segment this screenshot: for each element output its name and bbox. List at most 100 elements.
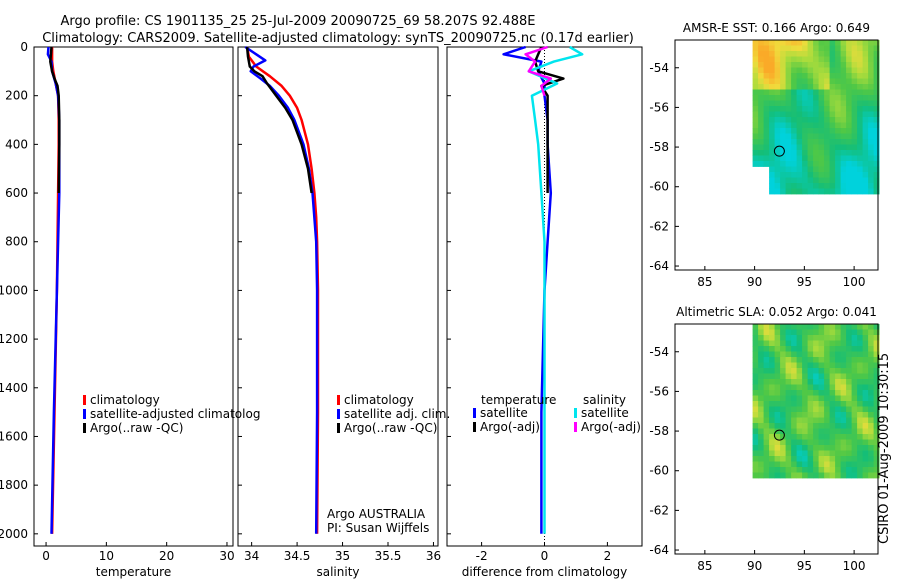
sst_map-cell (785, 128, 792, 134)
difference-legend-swatch (473, 408, 476, 418)
sst_map-cell (813, 84, 819, 90)
sst_map-cell (857, 73, 863, 79)
sst_map-cell (752, 62, 759, 68)
sst_map-cell (758, 56, 764, 63)
sst_map-cell (791, 128, 797, 134)
sst_map-cell (791, 122, 797, 129)
sla_map-cell (835, 395, 841, 402)
sla_map-cell (846, 423, 852, 429)
sst_map-cell (868, 128, 874, 134)
sla_map-cell (835, 373, 841, 380)
sst_map-cell (846, 161, 852, 167)
sla_map-cell (873, 461, 880, 468)
sst_map-cell (807, 188, 814, 195)
sst_map-cell (780, 78, 786, 85)
sla_map-cell (873, 428, 880, 435)
temperature-xtick-label: 20 (159, 549, 174, 563)
sla_map-cell (791, 434, 797, 440)
sst_map-cell (758, 84, 764, 90)
sla_map-cell (829, 406, 836, 413)
sla_map-cell (752, 373, 759, 380)
sla_map-cell (774, 373, 781, 380)
sst_map-cell (769, 56, 775, 63)
sla_map-cell (846, 401, 852, 407)
sst_map-cell (769, 133, 775, 140)
sla_map-cell (851, 467, 858, 473)
sla_map-cell (813, 335, 819, 341)
salinity-legend-label: Argo(..raw -QC) (344, 421, 437, 435)
sst_map-cell (818, 155, 825, 162)
sla_map-cell (857, 368, 863, 374)
difference-xtick-label: 0 (541, 549, 549, 563)
sla_map-cell (774, 324, 781, 330)
sla_map-cell (780, 351, 786, 358)
sla_map-cell (829, 390, 836, 396)
sla_map-cell (802, 384, 808, 391)
sla_map-cell (829, 428, 836, 435)
sst_map-cell (824, 150, 830, 156)
sla_map-cell (807, 357, 814, 363)
sst_map-cell (873, 117, 880, 123)
sla_map-cell (758, 373, 764, 380)
sla_map-cell (791, 346, 797, 352)
sla_map-cell (868, 467, 874, 473)
sst_map-cell (857, 89, 863, 96)
sla_map-cell (835, 456, 841, 462)
sst_map-cell (813, 128, 819, 134)
sst_map-cell (851, 40, 858, 46)
sst_map-cell (846, 84, 852, 90)
sla_map-cell (846, 439, 852, 446)
sla_map-cell (780, 412, 786, 418)
sla_map-cell (758, 340, 764, 347)
sla_map-cell (769, 324, 775, 330)
sst_map-cell (780, 117, 786, 123)
sst_map-cell (873, 62, 880, 68)
sla_map-cell (851, 417, 858, 424)
sla_map-cell (840, 417, 847, 424)
sst_map-cell (802, 45, 808, 52)
sst_map-cell (769, 177, 775, 184)
sst_map-cell (824, 166, 830, 173)
sst_map-cell (846, 144, 852, 151)
sst_map-cell (873, 183, 880, 189)
sst_map-cell (857, 117, 863, 123)
sla_map-cell (763, 423, 770, 429)
sst_map-cell (857, 45, 863, 52)
sst_map-cell (807, 45, 814, 52)
sla_map-cell (840, 423, 847, 429)
sst_map-cell (840, 67, 847, 74)
sla_map-cell (868, 439, 874, 446)
sst_map-cell (774, 106, 781, 112)
sla_map-cell (813, 362, 819, 369)
sla_map-cell (813, 439, 819, 446)
sla_map-ytick-label: -60 (649, 464, 669, 478)
sst_map-cell (813, 133, 819, 140)
sla_map-cell (752, 324, 759, 330)
sla_map-cell (829, 423, 836, 429)
sst_map-cell (829, 67, 836, 74)
sst_map-cell (769, 73, 775, 79)
sst_map-cell (791, 144, 797, 151)
sst_map-cell (791, 139, 797, 145)
sla_map-cell (835, 357, 841, 363)
sst_map-cell (774, 56, 781, 63)
sla_map-cell (846, 351, 852, 358)
sst_map-cell (807, 51, 814, 57)
sla_map-cell (763, 428, 770, 435)
sst_map-cell (785, 133, 792, 140)
sst_map-cell (840, 133, 847, 140)
sla_map-cell (791, 340, 797, 347)
sla_map-cell (769, 351, 775, 358)
sst_map-cell (774, 51, 781, 57)
sst_map-cell (780, 89, 786, 96)
sst_map-cell (758, 128, 764, 134)
sst_map-cell (785, 95, 792, 101)
sla_map-cell (857, 329, 863, 336)
sla_map-cell (780, 395, 786, 402)
sla_map-cell (873, 351, 880, 358)
sst_map-cell (851, 67, 858, 74)
sst_map-cell (807, 177, 814, 184)
sst_map-cell (846, 139, 852, 145)
sla_map-cell (807, 362, 814, 369)
sst_map-cell (802, 117, 808, 123)
